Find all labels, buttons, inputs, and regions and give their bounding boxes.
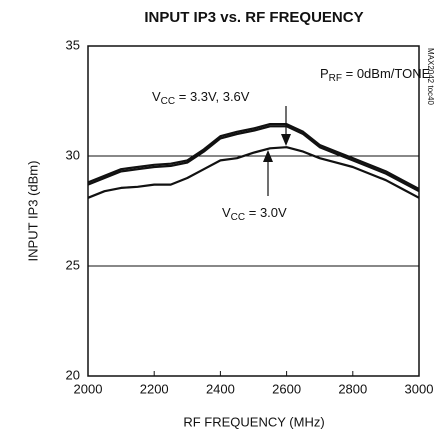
annotation-sub: RF bbox=[329, 73, 342, 84]
chart-title: INPUT IP3 vs. RF FREQUENCY bbox=[144, 9, 363, 26]
annotation-rest: = 0dBm/TONE bbox=[342, 66, 431, 81]
x-tick-label: 2200 bbox=[140, 381, 169, 396]
x-axis-label: RF FREQUENCY (MHz) bbox=[183, 414, 324, 429]
data-line bbox=[87, 123, 420, 190]
y-tick-label: 20 bbox=[66, 367, 80, 382]
side-label: MAX2042 toc40 bbox=[426, 48, 435, 105]
annotation-rest: = 3.3V, 3.6V bbox=[175, 89, 250, 104]
y-tick-label: 25 bbox=[66, 257, 80, 272]
annotation-main: V bbox=[222, 205, 231, 220]
y-tick-label: 35 bbox=[66, 37, 80, 52]
data-line bbox=[87, 146, 420, 199]
x-tick-label: 3000 bbox=[405, 381, 434, 396]
plot-frame bbox=[87, 45, 420, 377]
x-tick-label: 2000 bbox=[74, 381, 103, 396]
y-tick-label: 30 bbox=[66, 147, 80, 162]
y-axis-label: INPUT IP3 (dBm) bbox=[25, 161, 40, 262]
annotation-sub: CC bbox=[231, 212, 245, 223]
annotation-main: P bbox=[320, 66, 329, 81]
annotation-main: V bbox=[152, 89, 161, 104]
data-line bbox=[87, 125, 420, 193]
x-tick-label: 2800 bbox=[338, 381, 367, 396]
arrow-head bbox=[281, 134, 291, 146]
annotation: VCC = 3.0V bbox=[222, 205, 287, 222]
annotation: VCC = 3.3V, 3.6V bbox=[152, 89, 250, 106]
annotation-rest: = 3.0V bbox=[245, 205, 287, 220]
x-tick-label: 2600 bbox=[272, 381, 301, 396]
annotation: PRF = 0dBm/TONE bbox=[320, 66, 431, 83]
x-tick-label: 2400 bbox=[206, 381, 235, 396]
annotation-sub: CC bbox=[161, 96, 175, 107]
